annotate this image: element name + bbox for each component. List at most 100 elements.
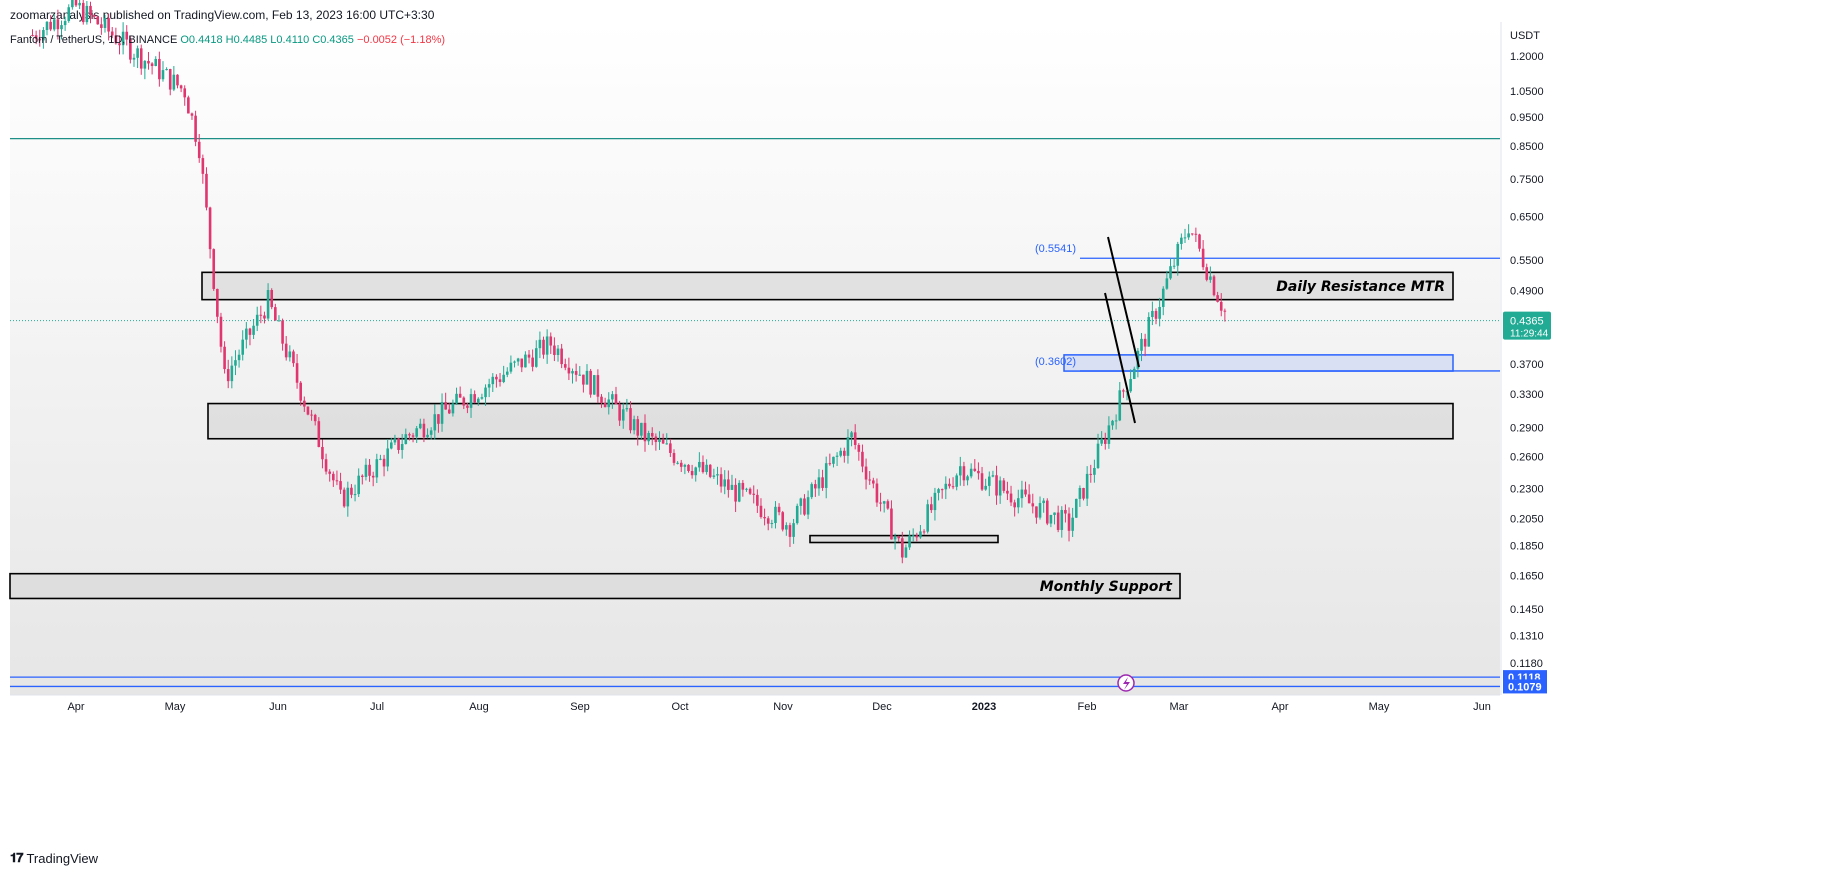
candle-body	[650, 432, 654, 437]
candle-body	[1132, 368, 1136, 379]
candle-body	[571, 371, 574, 374]
zone-box[interactable]	[9, 572, 1181, 600]
candle-body	[74, 0, 78, 6]
candle-body	[951, 486, 955, 488]
candle-body	[245, 328, 248, 340]
candle-body	[824, 463, 828, 488]
candle-body	[1111, 420, 1114, 426]
candle-body	[451, 403, 455, 414]
candle-body	[1045, 500, 1049, 524]
candle-body	[480, 397, 484, 399]
candle-body	[618, 404, 621, 421]
candle-body	[611, 394, 614, 400]
zone-box[interactable]	[207, 402, 1454, 440]
candle-body	[433, 414, 437, 431]
candle-body	[752, 493, 756, 495]
candle-body	[850, 432, 853, 438]
candle-body	[107, 18, 110, 32]
candle-body	[654, 436, 658, 443]
candle-body	[491, 376, 495, 385]
close-value: C0.4365	[312, 34, 354, 46]
candle-body	[241, 339, 245, 355]
candle-body	[34, 35, 38, 39]
y-tick-label: 1.0500	[1510, 86, 1544, 98]
y-tick-label: 0.8500	[1510, 141, 1544, 153]
y-tick-label: 0.2600	[1510, 451, 1544, 463]
candle-body	[292, 351, 295, 364]
y-tick-label: 0.7500	[1510, 174, 1544, 186]
y-tick-label: 0.9500	[1510, 112, 1544, 124]
axis-unit-label: USDT	[1510, 30, 1540, 42]
candle-body	[567, 367, 571, 374]
candle-body	[139, 48, 143, 69]
candle-body	[440, 402, 444, 424]
candle-body	[1093, 467, 1096, 475]
candle-body	[1016, 498, 1020, 508]
candle-body	[864, 466, 868, 480]
candle-body	[1198, 234, 1201, 249]
candle-body	[183, 88, 187, 98]
candle-body	[237, 354, 241, 361]
candle-body	[1071, 517, 1074, 531]
candle-body	[263, 315, 266, 319]
candle-body	[795, 505, 799, 524]
brand-label: TradingView	[26, 850, 99, 866]
candle-body	[687, 464, 690, 471]
candle-body	[592, 375, 596, 395]
zone-box[interactable]	[809, 534, 999, 544]
candle-body	[828, 463, 832, 465]
candle-body	[636, 419, 640, 436]
candle-body	[785, 525, 788, 530]
x-tick-label: Nov	[773, 701, 793, 713]
candle-body	[509, 362, 513, 372]
wedge-upper-line[interactable]	[1107, 236, 1140, 368]
candle-body	[1082, 487, 1085, 499]
candle-body	[281, 320, 284, 344]
candle-body	[129, 39, 132, 60]
y-tick-label: 0.1450	[1510, 604, 1544, 616]
candle-body	[259, 314, 263, 316]
y-tick-label: 0.3700	[1510, 359, 1544, 371]
candle-body	[803, 498, 806, 515]
fib-label: (0.3602)	[1035, 356, 1076, 368]
candle-body	[973, 468, 977, 471]
symbol-label[interactable]: Fantom / TetherUS, 1D, BINANCE	[10, 34, 178, 46]
price-badge[interactable]	[1503, 679, 1547, 694]
candle-body	[712, 475, 716, 477]
candle-body	[194, 115, 197, 142]
candle-body	[1176, 243, 1180, 266]
candle-body	[748, 488, 752, 494]
countdown-timer: 11:29:44	[1510, 329, 1549, 340]
candle-body	[1219, 301, 1223, 311]
candle-body	[426, 434, 429, 438]
candle-body	[1129, 378, 1132, 392]
candle-body	[600, 396, 603, 403]
candle-body	[357, 475, 360, 495]
candle-body	[1107, 425, 1111, 444]
candle-body	[208, 207, 212, 250]
candle-body	[1122, 390, 1125, 392]
candle-body	[843, 450, 846, 456]
candle-body	[1100, 438, 1103, 444]
candle-body	[103, 18, 107, 28]
tradingview-logo[interactable]: 𝟏𝟕 TradingView	[10, 850, 98, 866]
candle-body	[955, 475, 958, 487]
candle-body	[1169, 266, 1172, 279]
zone-box[interactable]	[201, 271, 1454, 301]
candle-body	[998, 480, 1002, 496]
candle-body	[248, 328, 252, 335]
candle-body	[846, 437, 850, 456]
candle-body	[821, 477, 824, 488]
x-tick-label: Jun	[1473, 701, 1491, 713]
y-tick-label: 0.2300	[1510, 483, 1544, 495]
candle-body	[578, 374, 582, 376]
x-tick-label: Dec	[872, 701, 892, 713]
candle-body	[763, 517, 766, 519]
wedge-lower-line[interactable]	[1104, 292, 1136, 424]
candle-body	[621, 409, 625, 421]
last-price-badge[interactable]	[1503, 311, 1551, 340]
candle-body	[168, 69, 172, 90]
candle-body	[1151, 310, 1154, 318]
candle-body	[332, 473, 335, 481]
